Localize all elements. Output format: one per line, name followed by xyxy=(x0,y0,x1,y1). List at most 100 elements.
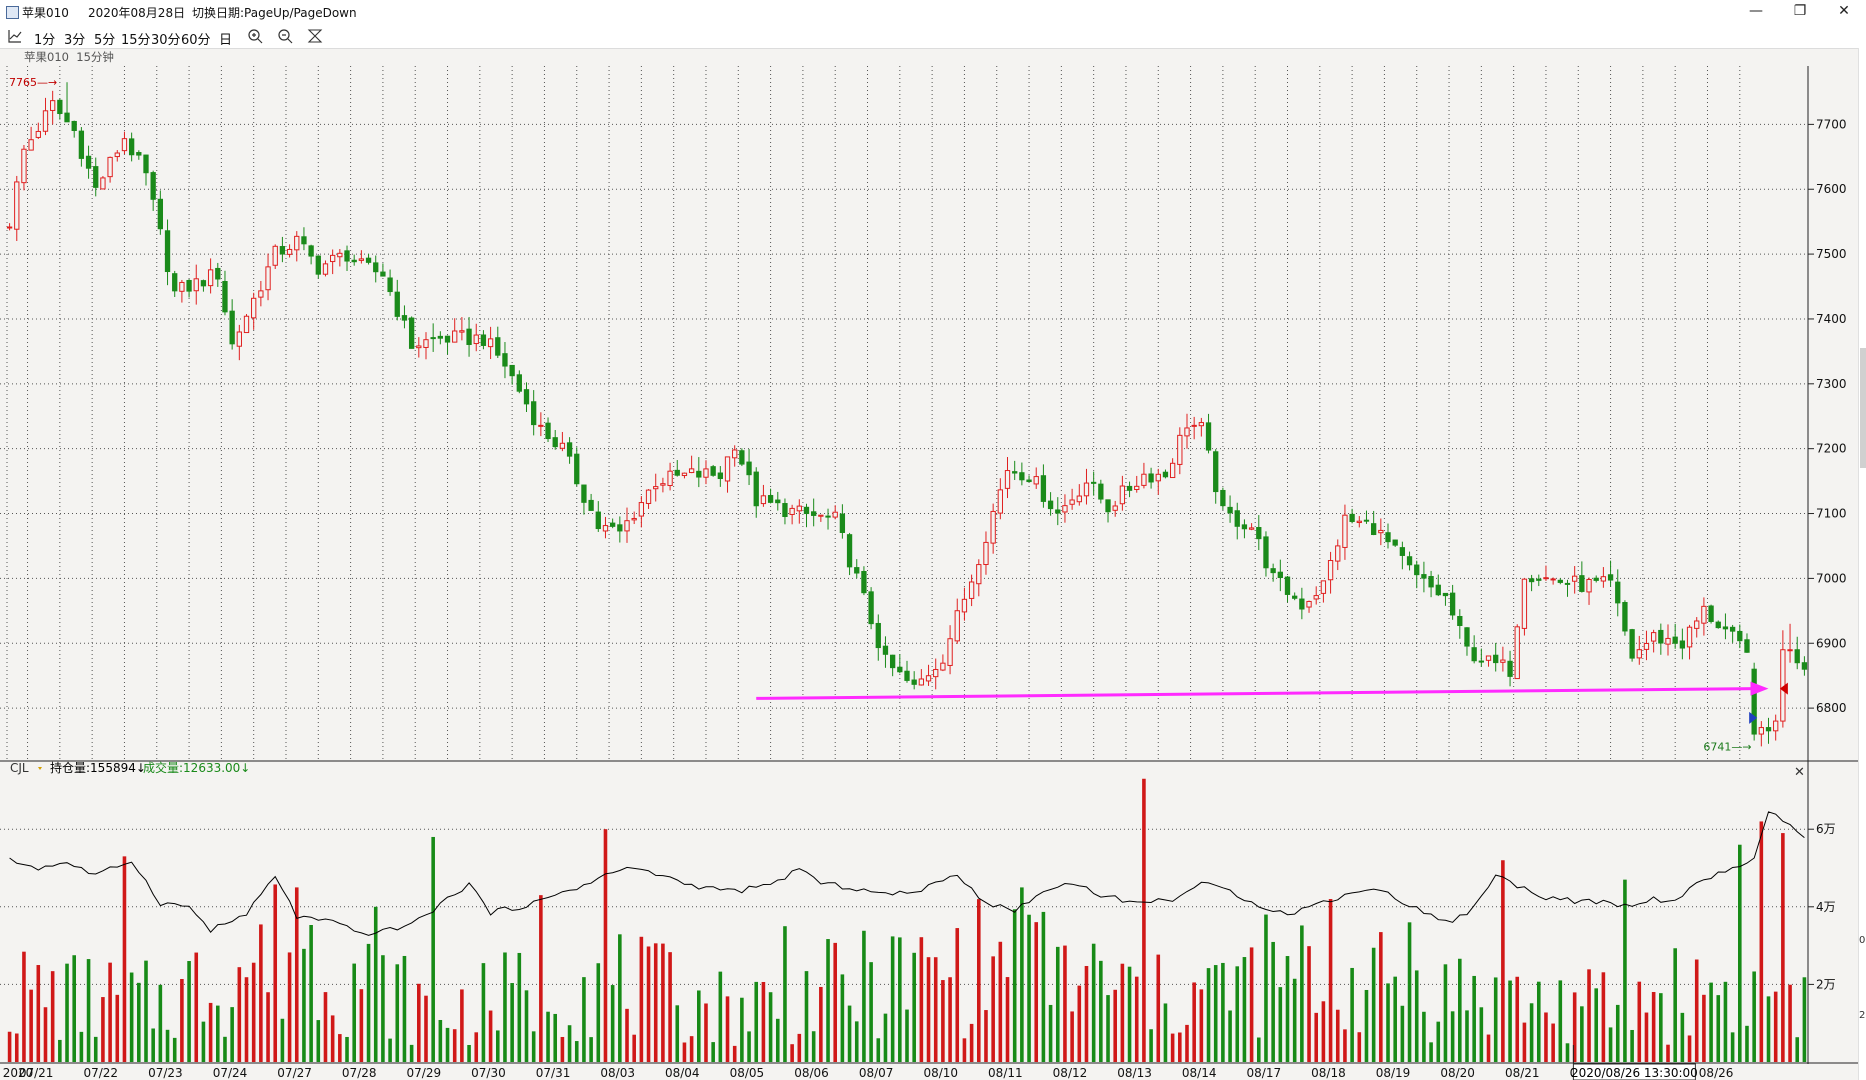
candlestick xyxy=(760,484,767,507)
indicator-dropdown-icon[interactable] xyxy=(38,767,42,770)
volume-bar xyxy=(596,963,601,1062)
scroll-thumb[interactable] xyxy=(1860,348,1866,468)
volume-bar xyxy=(1285,956,1290,1062)
zoom-out-icon[interactable] xyxy=(276,27,294,45)
x-tick-label: 08/04 xyxy=(665,1066,700,1080)
volume-bar xyxy=(495,1030,500,1062)
candle-body xyxy=(696,470,702,478)
close-button[interactable]: ✕ xyxy=(1838,3,1850,19)
period-day-button[interactable]: 日 xyxy=(219,33,233,48)
volume-bar xyxy=(890,936,895,1062)
candlestick xyxy=(50,90,56,125)
volume-bar xyxy=(43,1007,48,1062)
volume-bar xyxy=(395,964,400,1062)
candlestick xyxy=(1162,469,1169,479)
candle-body xyxy=(373,262,379,273)
candlestick xyxy=(1004,457,1011,499)
candle-body xyxy=(128,138,135,156)
candlestick xyxy=(681,472,688,479)
candlestick xyxy=(6,223,13,231)
candle-body xyxy=(143,154,149,174)
candlestick xyxy=(1493,642,1499,672)
candle-body xyxy=(114,152,120,158)
candlestick xyxy=(545,417,551,442)
candle-body xyxy=(918,678,925,686)
right-scrollbar[interactable] xyxy=(1858,48,1866,1080)
volume-bar xyxy=(1256,1037,1261,1062)
candle-body xyxy=(1141,473,1147,486)
candle-body xyxy=(1615,581,1621,604)
candlestick xyxy=(330,249,336,275)
restore-button[interactable]: ❐ xyxy=(1793,3,1807,19)
volume-bar xyxy=(682,1042,687,1062)
candlestick xyxy=(1751,662,1757,741)
candlestick xyxy=(775,491,781,511)
volume-bar xyxy=(1307,946,1311,1062)
volume-bar xyxy=(933,957,938,1062)
volume-bar xyxy=(22,951,26,1062)
candlestick xyxy=(344,245,350,271)
period-3min-button[interactable]: 3分 xyxy=(64,33,86,48)
minimize-button[interactable]: — xyxy=(1749,3,1763,19)
candlestick xyxy=(100,176,106,190)
candle-body xyxy=(609,522,616,527)
candle-body xyxy=(315,255,321,275)
x-tick-label: 07/21 xyxy=(19,1066,54,1080)
candle-body xyxy=(1622,602,1628,632)
volume-bar xyxy=(1429,1042,1433,1062)
volume-bar xyxy=(1493,977,1498,1062)
period-1min-button[interactable]: 1分 xyxy=(34,33,56,48)
zoom-in-icon[interactable] xyxy=(246,27,264,45)
candlestick xyxy=(1378,518,1384,546)
period-30min-button[interactable]: 30分 xyxy=(151,33,181,48)
candle-body xyxy=(1464,627,1470,647)
line-chart-icon[interactable] xyxy=(6,27,24,45)
volume-bar xyxy=(1077,985,1082,1062)
candlestick xyxy=(581,484,587,515)
candlestick xyxy=(258,280,264,307)
candlestick xyxy=(164,219,171,286)
volume-bar xyxy=(790,1044,794,1062)
volume-bar xyxy=(1020,887,1024,1062)
trend-arrow-line[interactable] xyxy=(756,687,1755,700)
period-5min-button[interactable]: 5分 xyxy=(94,33,116,48)
candle-body xyxy=(1485,655,1492,661)
candlestick xyxy=(85,145,92,179)
candle-body xyxy=(875,622,881,649)
x-tick-label: 08/10 xyxy=(923,1066,958,1080)
period-60min-button[interactable]: 60分 xyxy=(181,33,211,48)
candlestick xyxy=(1557,578,1563,585)
candlestick xyxy=(631,511,637,525)
candlestick xyxy=(1177,427,1183,475)
price-plot-area xyxy=(0,66,1808,760)
candle-body xyxy=(21,148,27,184)
volume-bar xyxy=(646,946,651,1062)
period-15min-button[interactable]: 15分 xyxy=(121,33,151,48)
volume-bar xyxy=(1070,1011,1074,1062)
candle-body xyxy=(243,315,250,334)
y-tick-label: 7200 xyxy=(1816,442,1847,456)
volume-bar xyxy=(1479,1007,1484,1062)
indicator-name[interactable]: CJL xyxy=(10,761,29,775)
candle-body xyxy=(502,353,508,367)
candlestick xyxy=(1299,587,1305,620)
volume-bar xyxy=(847,1005,852,1062)
candle-body xyxy=(1600,576,1607,582)
candlestick xyxy=(444,335,451,355)
volume-bar xyxy=(79,1031,84,1062)
volume-bar xyxy=(1601,972,1606,1062)
candlestick xyxy=(1694,617,1700,638)
candlestick xyxy=(93,157,99,197)
candle-body xyxy=(1557,579,1563,583)
indicator-close-icon[interactable]: ✕ xyxy=(1794,765,1805,780)
candlestick xyxy=(789,504,795,525)
x-tick-label: 08/26 xyxy=(1699,1066,1734,1080)
candle-body xyxy=(1708,605,1714,622)
volume-bar xyxy=(1300,925,1304,1062)
auto-scale-icon[interactable] xyxy=(306,27,324,45)
candlestick xyxy=(688,455,695,474)
candlestick xyxy=(846,532,853,576)
volume-bar xyxy=(775,1018,780,1062)
candle-body xyxy=(294,235,300,251)
